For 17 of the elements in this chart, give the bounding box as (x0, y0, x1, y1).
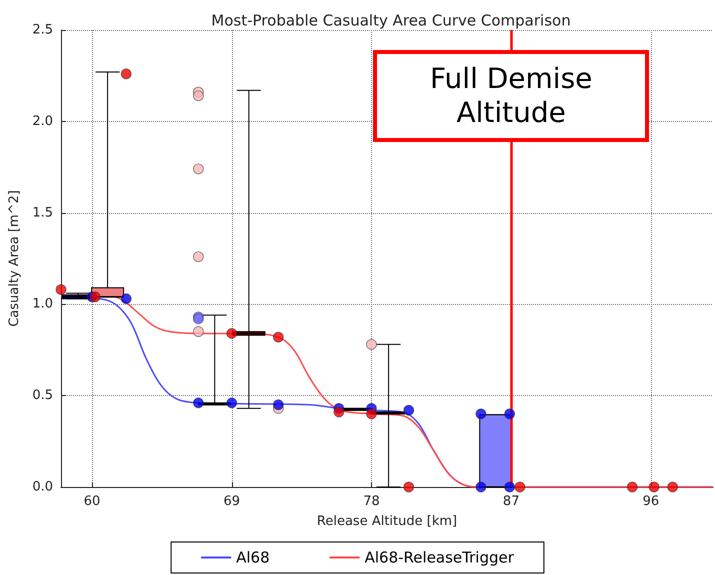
x-tick-label: 87 (502, 494, 520, 509)
y-tick-label: 2.5 (32, 22, 53, 38)
y-tick-label: 0.5 (32, 388, 53, 404)
legend-label: Al68 (236, 548, 270, 566)
y-tick-label: 0.0 (32, 480, 53, 494)
y-axis-title: Casualty Area [m^2] (7, 190, 22, 327)
y-tick-label: 2.0 (32, 114, 53, 129)
legend-label: Al68-ReleaseTrigger (364, 548, 515, 566)
x-tick-label: 60 (84, 494, 100, 509)
x-tick-label: 96 (642, 494, 660, 509)
chart-title: Most-Probable Casualty Area Curve Comparison (211, 12, 571, 30)
x-tick-label: 78 (363, 494, 380, 509)
x-axis-title: Release Altitude [km] (316, 514, 458, 529)
y-tick-label: 1.5 (32, 205, 53, 220)
x-tick-label: 69 (223, 494, 240, 509)
callout-box: Full Demise Altitude (373, 50, 650, 142)
y-tick-label: 1.0 (32, 296, 53, 312)
